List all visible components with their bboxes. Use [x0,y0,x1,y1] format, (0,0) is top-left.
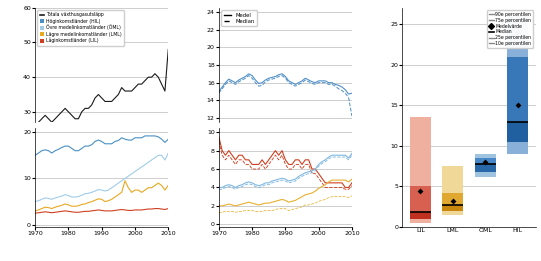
Legend: Totala växthusgasutsläpp, Höginkomstländer (HIL), Övre medelinkomstländer (ÖML),: Totala växthusgasutsläpp, Höginkomstländ… [37,10,124,46]
Bar [410,186,431,219]
Bar [443,205,463,211]
Bar [507,16,528,154]
Bar [443,193,463,211]
Bar [410,212,431,219]
Bar [443,166,463,215]
Bar [507,57,528,142]
Bar [475,154,496,177]
Legend: Medel, Median: Medel, Median [221,10,257,26]
Bar [475,158,496,172]
Bar [475,164,496,172]
Bar [507,122,528,142]
Legend: 90e percentilen, 75e percentilen, Medelvärde, Median, 25e percentilen, 10e perce: 90e percentilen, 75e percentilen, Medelv… [487,10,533,48]
Bar [410,117,431,223]
